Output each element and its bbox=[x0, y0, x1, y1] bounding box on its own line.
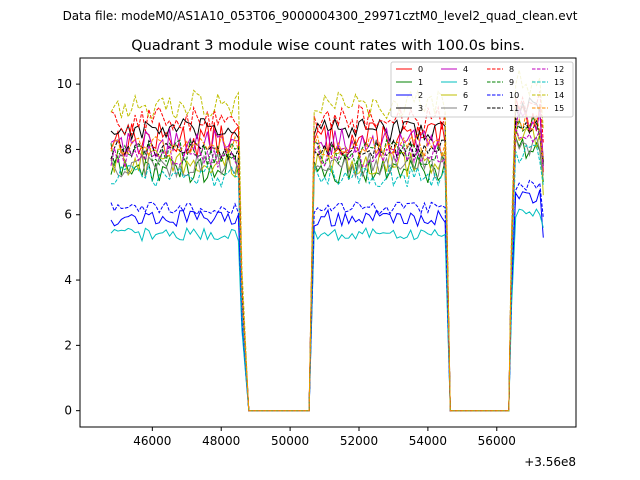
legend-label-5: 5 bbox=[463, 78, 468, 87]
y-axis: 0 2 4 6 8 10 bbox=[57, 77, 80, 418]
y-tick-label: 0 bbox=[64, 404, 72, 418]
series-line-9 bbox=[110, 116, 544, 412]
series-line-1 bbox=[110, 136, 544, 412]
x-tick-label: 54000 bbox=[409, 434, 447, 448]
x-tick-label: 50000 bbox=[271, 434, 309, 448]
legend-label-11: 11 bbox=[509, 104, 519, 113]
legend-label-9: 9 bbox=[509, 78, 514, 87]
legend-label-8: 8 bbox=[509, 65, 514, 74]
legend-label-1: 1 bbox=[418, 78, 423, 87]
series-line-2 bbox=[110, 189, 544, 412]
x-axis: 46000 48000 50000 52000 54000 56000 bbox=[133, 427, 516, 448]
x-tick-label: 46000 bbox=[133, 434, 171, 448]
legend-box bbox=[390, 61, 574, 118]
series-line-6 bbox=[110, 127, 544, 412]
axes-frame bbox=[79, 57, 577, 428]
series-line-3 bbox=[110, 96, 544, 412]
x-tick-label: 48000 bbox=[202, 434, 240, 448]
legend-label-2: 2 bbox=[418, 91, 423, 100]
legend-label-12: 12 bbox=[554, 65, 564, 74]
x-tick-label: 52000 bbox=[340, 434, 378, 448]
y-tick-label: 4 bbox=[64, 273, 72, 287]
figure-suptitle: Data file: modeM0/AS1A10_053T06_90000043… bbox=[63, 9, 578, 23]
y-tick-label: 10 bbox=[57, 77, 72, 91]
legend-label-10: 10 bbox=[509, 91, 519, 100]
legend-label-4: 4 bbox=[463, 65, 468, 74]
series-line-15 bbox=[110, 112, 544, 412]
series-line-12 bbox=[110, 127, 544, 412]
legend-label-13: 13 bbox=[554, 78, 564, 87]
legend-label-7: 7 bbox=[463, 104, 468, 113]
y-tick-label: 2 bbox=[64, 338, 72, 352]
y-tick-label: 8 bbox=[64, 142, 72, 156]
legend-label-6: 6 bbox=[463, 91, 468, 100]
y-tick-label: 6 bbox=[64, 208, 72, 222]
legend-label-3: 3 bbox=[418, 104, 423, 113]
legend-label-0: 0 bbox=[418, 65, 423, 74]
x-axis-offset-label: +3.56e8 bbox=[524, 455, 576, 469]
series-line-13 bbox=[111, 144, 544, 412]
x-tick-label: 56000 bbox=[478, 434, 516, 448]
legend-label-14: 14 bbox=[554, 91, 564, 100]
legend-label-15: 15 bbox=[554, 104, 564, 113]
chart-title: Quadrant 3 module wise count rates with … bbox=[131, 38, 525, 54]
series-line-5 bbox=[110, 208, 544, 412]
series-line-11 bbox=[110, 117, 544, 412]
